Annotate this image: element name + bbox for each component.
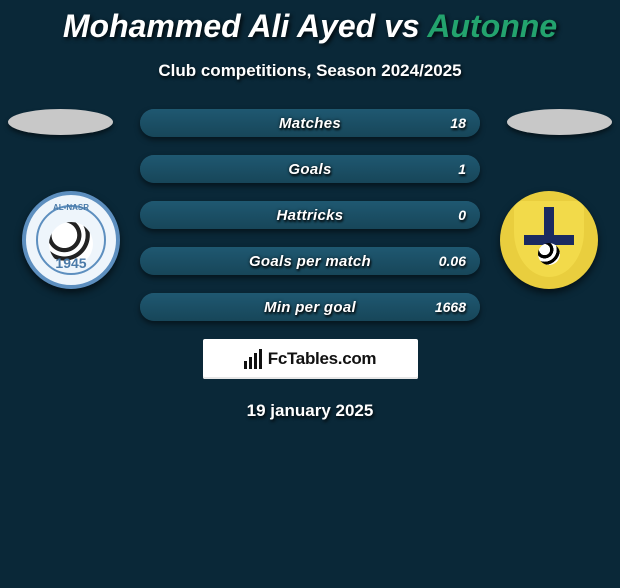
mini-football-icon [538,243,560,265]
stat-value: 0 [458,201,466,229]
stat-label: Matches [140,109,480,137]
fctables-logo[interactable]: FcTables.com [203,339,418,379]
player1-shadow-oval [8,109,113,135]
stats-bars: Matches 18 Goals 1 Hattricks 0 Goals per… [140,109,480,321]
stat-value: 18 [450,109,466,137]
shield-icon [514,201,584,277]
player2-shadow-oval [507,109,612,135]
crest-left-top-text: AL-NASR [26,203,116,212]
stat-bar-goals: Goals 1 [140,155,480,183]
snapshot-date: 19 january 2025 [0,401,620,421]
stat-label: Goals [140,155,480,183]
stat-bar-goals-per-match: Goals per match 0.06 [140,247,480,275]
stat-label: Min per goal [140,293,480,321]
comparison-stage: AL-NASR 1945 Matches 18 Goals 1 Hattrick… [0,109,620,321]
crest-left-year: 1945 [26,255,116,271]
stat-value: 1668 [435,293,466,321]
club-crest-right [500,191,598,289]
stat-value: 0.06 [439,247,466,275]
stat-bar-min-per-goal: Min per goal 1668 [140,293,480,321]
stat-bar-hattricks: Hattricks 0 [140,201,480,229]
comparison-title: Mohammed Ali Ayed vs Autonne [0,8,620,45]
club-crest-left: AL-NASR 1945 [22,191,120,289]
stat-label: Hattricks [140,201,480,229]
brand-name: FcTables.com [268,349,377,369]
stat-value: 1 [458,155,466,183]
stat-bar-matches: Matches 18 [140,109,480,137]
player1-name: Mohammed Ali Ayed [63,8,375,44]
stat-label: Goals per match [140,247,480,275]
vs-word: vs [384,8,420,44]
player2-name: Autonne [427,8,557,44]
subtitle: Club competitions, Season 2024/2025 [0,61,620,81]
bar-chart-icon [244,349,262,369]
